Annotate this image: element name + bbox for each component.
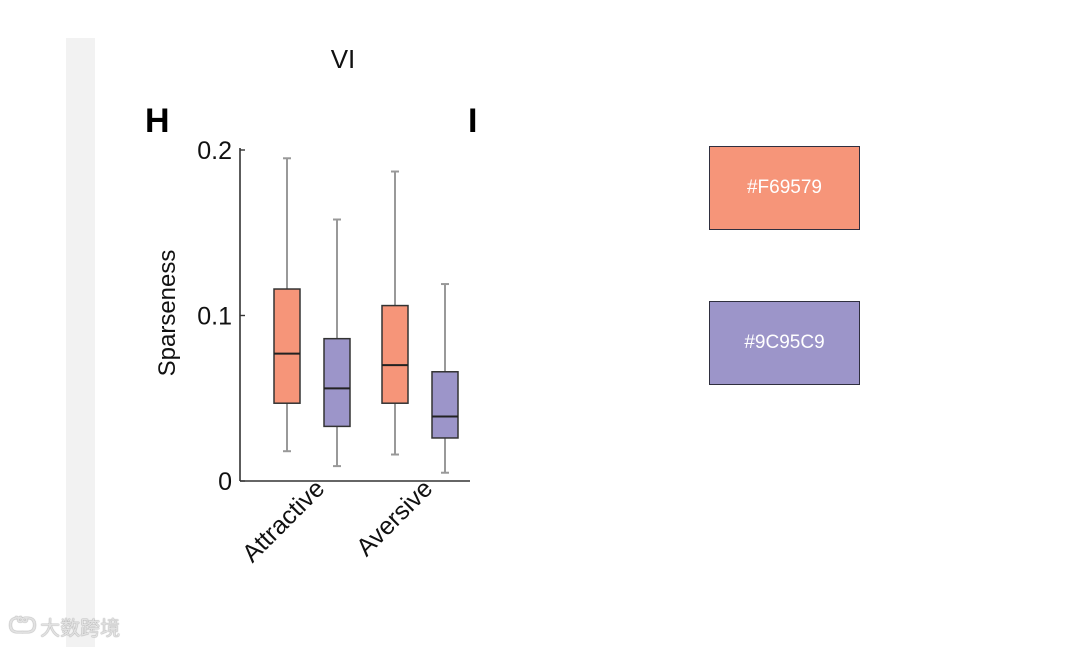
watermark-text: 大数跨境 [40,616,121,640]
box-body [273,288,301,404]
box-series-2-aversive [431,283,459,474]
x-tick-label-attractive: Attractive [237,474,330,567]
color-swatch-purple: #9C95C9 [709,301,860,385]
x-tick-label-aversive: Aversive [351,474,438,561]
y-axis-label: Sparseness [154,250,181,377]
box-series-1-aversive [381,170,409,456]
watermark-logo-icon: ᕦ̈ᕤ [8,614,37,639]
left-gray-strip [66,38,95,647]
box-body [323,337,351,428]
chart-title: VI [331,44,356,74]
box-series-2-attractive [323,218,351,468]
y-tick-label: 0.1 [197,303,232,331]
box-body [431,371,459,439]
y-tick-label: 0.2 [197,137,232,165]
panel-label-i: I [468,102,477,140]
panel-label-h: H [145,102,170,140]
watermark: ᕦ̈ᕤ 大数跨境 [8,612,120,641]
box-groups [273,157,459,474]
box-body [381,304,409,404]
y-tick-label: 0 [218,468,232,496]
color-swatch-orange: #F69579 [709,146,860,230]
box-series-1-attractive [273,157,301,453]
